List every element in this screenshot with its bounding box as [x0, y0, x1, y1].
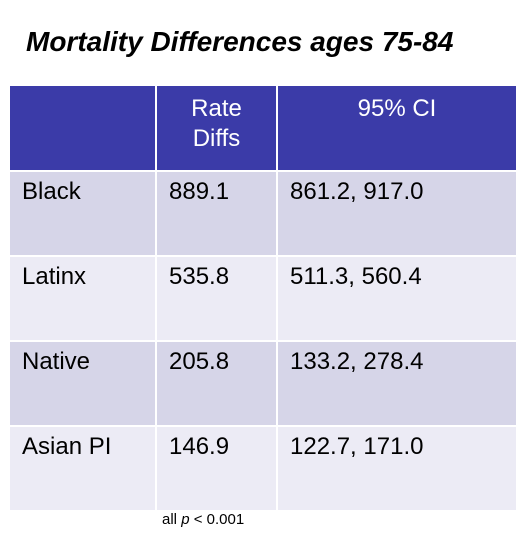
rate-diff-cell: 146.9 [155, 425, 278, 512]
header-cell-ci: 95% CI [276, 84, 518, 172]
group-cell: Asian PI [8, 425, 157, 512]
table-row: Black 889.1 861.2, 917.0 [8, 170, 518, 257]
group-cell: Black [8, 170, 157, 257]
table-row: Native 205.8 133.2, 278.4 [8, 340, 518, 427]
rate-diff-cell: 205.8 [155, 340, 278, 427]
mortality-table-container: Rate Diffs 95% CI Black 889.1 861.2, 917.… [8, 84, 518, 512]
header-rate-diffs-label: Rate Diffs [191, 95, 242, 152]
rate-diff-cell: 535.8 [155, 255, 278, 342]
group-cell: Native [8, 340, 157, 427]
footnote-prefix: all [162, 511, 182, 528]
header-ci-label: 95% CI [357, 95, 437, 122]
footnote-p-variable: p [181, 511, 190, 528]
group-cell: Latinx [8, 255, 157, 342]
page-title: Mortality Differences ages 75-84 [26, 26, 454, 57]
ci-cell: 122.7, 171.0 [276, 425, 518, 512]
header-cell-group [8, 84, 157, 172]
significance-footnote: all p < 0.001 [162, 511, 244, 528]
rate-diff-cell: 889.1 [155, 170, 278, 257]
header-cell-rate-diffs: Rate Diffs [155, 84, 278, 172]
footnote-suffix: < 0.001 [189, 511, 245, 528]
table-row: Asian PI 146.9 122.7, 171.0 [8, 425, 518, 512]
ci-cell: 133.2, 278.4 [276, 340, 518, 427]
mortality-table: Rate Diffs 95% CI Black 889.1 861.2, 917.… [8, 84, 518, 512]
table-row: Latinx 535.8 511.3, 560.4 [8, 255, 518, 342]
ci-cell: 861.2, 917.0 [276, 170, 518, 257]
ci-cell: 511.3, 560.4 [276, 255, 518, 342]
table-header-row: Rate Diffs 95% CI [8, 84, 518, 172]
